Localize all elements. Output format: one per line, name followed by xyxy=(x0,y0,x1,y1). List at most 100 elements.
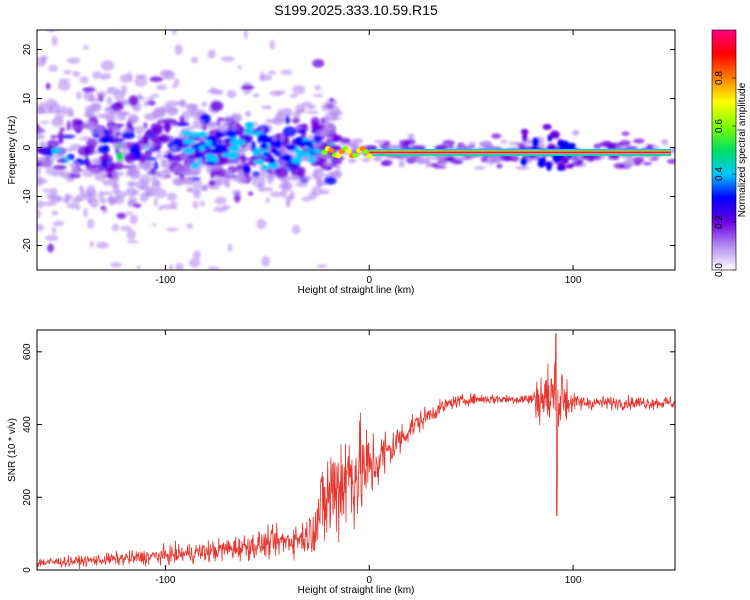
spectrogram-blob xyxy=(32,287,43,292)
snr-y-ticks: 0 200 400 600 xyxy=(22,343,675,573)
spectrogram-blob xyxy=(187,125,196,130)
spectrogram-blob xyxy=(108,198,117,206)
spectrogram-blob xyxy=(215,269,220,270)
spectrogram-blob xyxy=(52,172,59,177)
spectrogram-blob xyxy=(220,56,235,62)
spectrogram-blob xyxy=(113,90,125,101)
spectrogram-blob xyxy=(257,181,265,193)
spectrogram-blob xyxy=(90,164,101,169)
spectrogram-blob xyxy=(325,111,339,116)
spectrogram-blob xyxy=(278,90,286,95)
spectrogram-blob xyxy=(347,142,355,148)
spectrogram-blob xyxy=(189,132,201,138)
spectrogram-blob xyxy=(184,103,199,110)
spectrogram-blob xyxy=(284,115,291,125)
spectrogram-blob xyxy=(210,101,224,112)
spectrogram-blob xyxy=(119,73,133,83)
spectrogram-blob xyxy=(190,162,200,170)
spectrogram-blob xyxy=(153,196,158,207)
spectrogram-blob xyxy=(70,166,80,174)
spectrogram-bright-spot xyxy=(345,148,352,154)
spectrogram-blob xyxy=(642,162,653,166)
x-tick-label: 0 xyxy=(366,575,372,586)
spectrogram-blob xyxy=(66,202,78,209)
spectrogram-blob xyxy=(57,80,71,91)
spectrogram-blob xyxy=(116,212,127,219)
spectrogram-blob xyxy=(153,161,159,171)
spectrogram-blob xyxy=(649,157,660,161)
spectrogram-blob xyxy=(159,133,170,144)
spectrogram-blob xyxy=(226,90,237,99)
spectrogram-blob xyxy=(52,275,60,281)
spectrogram-blob xyxy=(566,163,574,169)
spectrogram-blob xyxy=(175,262,184,270)
spectrogram-blob xyxy=(168,264,174,270)
spectrogram-blob xyxy=(186,188,201,193)
spectrogram-blob xyxy=(282,126,297,137)
y-tick-label: 200 xyxy=(22,488,33,505)
spectrogram-blob xyxy=(405,157,417,164)
spectrogram-blob xyxy=(87,192,93,198)
spectrogram-blob xyxy=(82,87,96,93)
spectrogram-blob xyxy=(314,85,322,91)
spectrogram-blob xyxy=(225,170,233,181)
spectrogram-blob xyxy=(107,162,115,172)
spectrogram-bright-spot xyxy=(352,152,359,158)
spectrogram-blob xyxy=(66,194,74,200)
spectrogram-blob xyxy=(172,165,183,172)
spectrogram-blob xyxy=(227,243,233,253)
spectrogram-blob xyxy=(106,96,113,105)
spectrogram-frame xyxy=(36,29,676,271)
spectrogram-blob xyxy=(102,179,116,186)
spectrogram-blob xyxy=(172,177,186,186)
spectrogram-blob xyxy=(571,160,583,167)
spectrogram-blob xyxy=(348,158,357,164)
spectrogram-blob xyxy=(61,105,67,116)
spectrogram-blob xyxy=(666,158,675,164)
spectrogram-blob xyxy=(520,129,529,135)
spectrogram-blob xyxy=(133,203,142,208)
spectrogram-y-ticks: -20 -10 0 10 20 xyxy=(22,44,675,253)
spectrogram-blob xyxy=(670,148,675,154)
spectrogram-blob xyxy=(131,162,136,174)
spectrogram-blob xyxy=(593,143,602,149)
spectrogram-blob xyxy=(207,266,219,270)
spectrogram-blob xyxy=(316,178,323,188)
spectrogram-blob xyxy=(98,130,105,137)
spectrogram-blob xyxy=(214,144,227,153)
spectrogram-blob xyxy=(186,223,194,230)
spectrogram-blob xyxy=(146,96,155,100)
spectrogram-blob xyxy=(289,93,298,98)
spectrogram-blob xyxy=(170,157,184,163)
spectrogram-blob xyxy=(516,142,524,147)
spectrogram-blob xyxy=(169,108,179,113)
spectrogram-blob xyxy=(49,196,64,201)
spectrogram-blob xyxy=(282,181,293,192)
spectrogram-blob xyxy=(299,146,305,150)
snr-plot-area xyxy=(37,330,675,570)
spectrogram-blob xyxy=(118,171,124,177)
spectrogram-blob xyxy=(88,97,102,102)
spectrogram-blob xyxy=(201,101,207,108)
spectrogram-blob xyxy=(165,100,178,107)
spectrogram-blob xyxy=(415,157,426,165)
x-tick-label: 100 xyxy=(565,575,582,586)
spectrogram-blob xyxy=(150,122,163,132)
spectrogram-blob xyxy=(256,219,267,230)
spectrogram-blob xyxy=(144,112,158,121)
spectrogram-blob xyxy=(37,200,44,209)
spectrogram-blob xyxy=(547,135,552,142)
spectrogram-blob xyxy=(193,250,201,259)
spectrogram-blob xyxy=(77,146,91,157)
spectrogram-blob xyxy=(52,154,66,159)
spectrogram-main-line xyxy=(321,146,671,159)
spectrogram-blob xyxy=(86,138,98,149)
spectrogram-blob xyxy=(290,157,303,164)
x-tick-label: -100 xyxy=(155,275,175,286)
spectrogram-blob xyxy=(302,156,310,161)
spectrogram-blob xyxy=(71,197,82,204)
spectrogram-blob xyxy=(259,143,268,149)
spectrogram-blob xyxy=(316,129,329,137)
spectrogram-blob xyxy=(100,205,107,211)
spectrogram-blob xyxy=(58,130,64,142)
